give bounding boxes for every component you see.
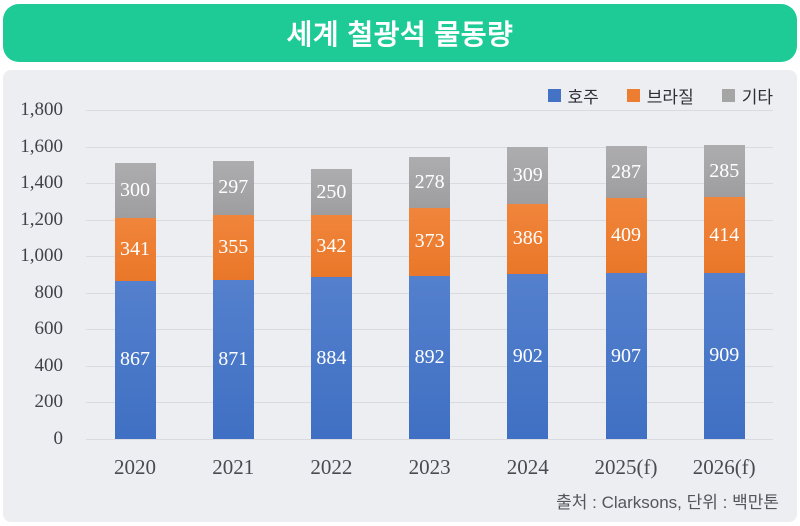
legend-item-브라질: 브라질 (626, 83, 694, 108)
legend-swatch-icon (626, 89, 640, 102)
legend: 호주 브라질 기타 (547, 83, 773, 108)
y-axis-tick-label: 800 (34, 281, 64, 303)
bar-segment-기타-2020: 300 (114, 163, 156, 219)
legend-label: 기타 (741, 88, 773, 107)
x-axis-tick-label: 2023 (408, 455, 451, 479)
bar-value-label: 300 (120, 179, 150, 202)
bar-segment-브라질-2021: 355 (212, 214, 254, 280)
bar-value-label: 250 (316, 180, 347, 203)
bar-value-label: 287 (611, 160, 641, 183)
bar-segment-기타-2023: 278 (409, 156, 451, 208)
bar-value-label: 285 (709, 159, 740, 182)
x-axis-tick-label: 2021 (212, 455, 255, 479)
x-axis-tick-label: 2022 (310, 455, 353, 479)
bar-value-label: 867 (120, 348, 150, 371)
bar-segment-기타-2024: 309 (507, 147, 549, 204)
bar-value-label: 409 (611, 224, 641, 247)
plot-area: 0 200 400 600 800 1,000 1,200 1,400 1,600 1,800 86… (3, 70, 797, 522)
bar-segment-브라질-2023: 373 (409, 207, 451, 276)
gridline-1,800 (86, 110, 773, 111)
x-axis-tick-label: 2024 (506, 455, 549, 479)
bar-segment-기타-2026(f): 285 (703, 145, 745, 198)
chart-panel: 호주 브라질 기타 0 200 400 600 800 1,000 1,200 1,400 1,60… (3, 70, 797, 522)
bar-value-label: 355 (218, 235, 249, 258)
bar-segment-브라질-2025(f): 409 (605, 198, 647, 274)
y-axis-tick-label: 0 (53, 428, 64, 449)
bar-value-label: 892 (414, 345, 445, 368)
bar-value-label: 414 (709, 223, 740, 246)
bar-value-label: 884 (316, 346, 347, 369)
bar-segment-호주-2021: 871 (212, 279, 254, 439)
bar-value-label: 871 (218, 347, 249, 370)
legend-swatch-icon (721, 89, 735, 102)
page-title: 세계 철광석 물동량 (286, 19, 514, 50)
bar-value-label: 297 (218, 176, 249, 199)
bar-value-label: 278 (414, 170, 445, 193)
bar-value-label: 342 (316, 234, 347, 257)
bar-segment-브라질-2020: 341 (114, 218, 156, 281)
bar-segment-기타-2022: 250 (310, 169, 352, 215)
chart-title-banner: 세계 철광석 물동량 (3, 4, 797, 62)
legend-item-기타: 기타 (721, 83, 773, 108)
bar-segment-호주-2024: 902 (507, 274, 549, 439)
legend-swatch-icon (547, 89, 561, 102)
legend-item-호주: 호주 (547, 83, 599, 108)
bar-value-label: 373 (414, 230, 445, 253)
bar-segment-브라질-2022: 342 (310, 214, 352, 278)
x-axis-tick-label: 2026(f) (692, 455, 756, 479)
y-axis-tick-label: 400 (34, 354, 64, 376)
bar-segment-브라질-2024: 386 (507, 203, 549, 275)
bar-value-label: 341 (120, 237, 150, 260)
y-axis-tick-label: 1,400 (20, 172, 63, 194)
bar-value-label: 907 (611, 344, 641, 367)
bar-value-label: 909 (709, 344, 740, 367)
y-axis-tick-label: 1,000 (20, 245, 63, 267)
legend-label: 브라질 (646, 88, 694, 107)
legend-label: 호주 (567, 88, 599, 107)
bar-value-label: 902 (512, 345, 543, 368)
gridline-1,600 (86, 146, 773, 148)
bar-segment-호주-2020: 867 (114, 280, 156, 439)
bar-segment-기타-2025(f): 287 (605, 146, 647, 199)
y-axis-tick-label: 200 (34, 391, 64, 413)
y-axis-tick-label: 1,800 (20, 99, 63, 120)
gridline-0 (86, 439, 773, 440)
y-axis-tick-label: 600 (34, 318, 64, 340)
x-axis-tick-label: 2025(f) (594, 455, 658, 479)
x-axis-tick-label: 2020 (114, 455, 156, 479)
source-note: 출처 : Clarksons, 단위 : 백만톤 (556, 493, 779, 512)
bar-value-label: 386 (512, 227, 543, 250)
bar-segment-호주-2025(f): 907 (605, 273, 647, 439)
y-axis-tick-label: 1,200 (20, 208, 63, 230)
bar-segment-호주-2026(f): 909 (703, 272, 745, 439)
y-axis-tick-label: 1,600 (20, 135, 63, 157)
bar-segment-호주-2023: 892 (409, 275, 451, 439)
bar-segment-브라질-2026(f): 414 (703, 197, 745, 273)
bar-segment-기타-2021: 297 (212, 160, 254, 215)
bar-segment-호주-2022: 884 (310, 277, 352, 439)
bar-value-label: 309 (512, 163, 543, 186)
